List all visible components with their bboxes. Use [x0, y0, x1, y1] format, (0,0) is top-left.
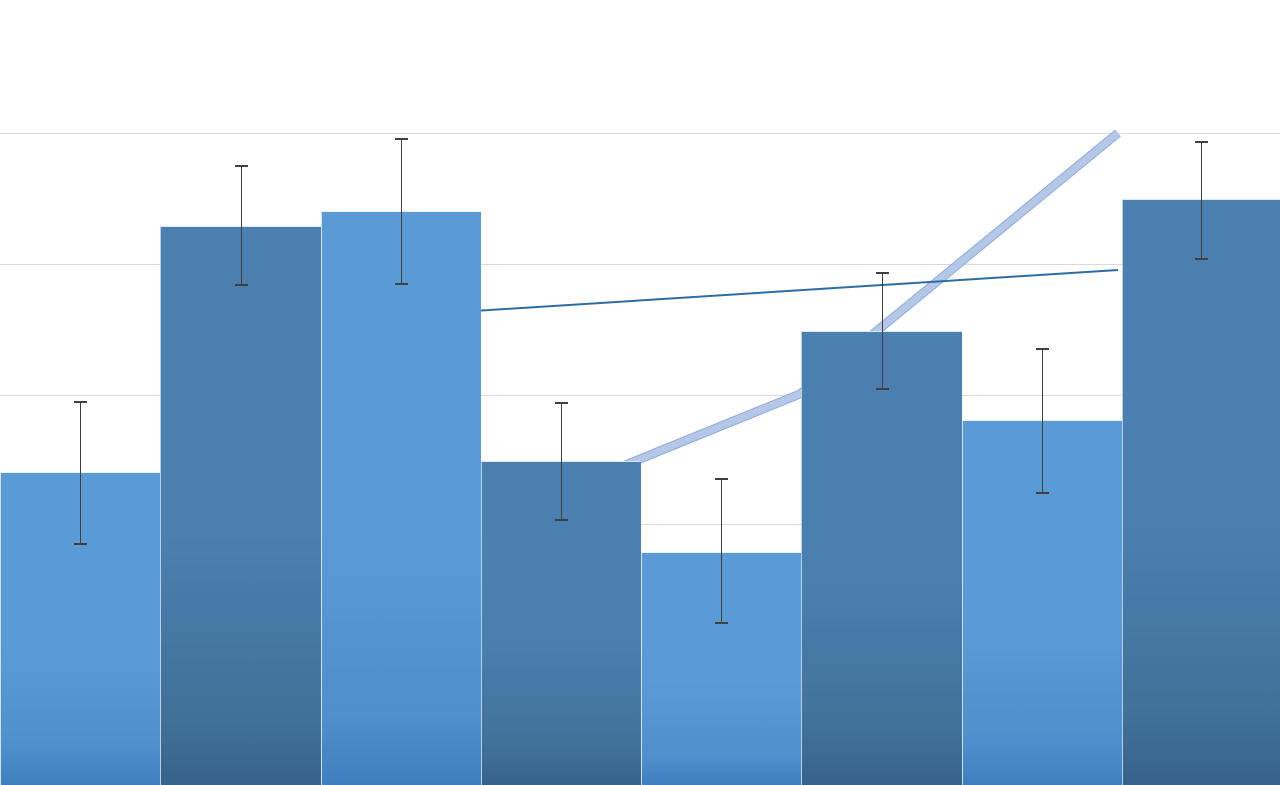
- gridline-5: [0, 133, 1280, 134]
- error-bar-cap-lower: [555, 519, 568, 521]
- error-bar-cap-upper: [1195, 141, 1208, 143]
- error-bar-cap-lower: [1036, 492, 1049, 494]
- error-bar-cap-lower: [395, 283, 408, 285]
- bar-8[interactable]: [1122, 199, 1280, 785]
- error-bar-stem: [1201, 141, 1202, 258]
- error-bar-cap-upper: [1036, 348, 1049, 350]
- error-bar-stem: [721, 478, 722, 622]
- error-bar-cap-upper: [235, 165, 248, 167]
- error-bar-stem: [882, 272, 883, 388]
- error-bar-cap-lower: [74, 543, 87, 545]
- error-bar-stem: [80, 401, 81, 543]
- error-bar-cap-lower: [235, 284, 248, 286]
- bar-2[interactable]: [160, 226, 321, 785]
- error-bar-cap-lower: [715, 622, 728, 624]
- error-bar-cap-upper: [715, 478, 728, 480]
- error-bar-stem: [1042, 348, 1043, 492]
- bar-6[interactable]: [801, 331, 962, 785]
- error-bar-cap-lower: [876, 388, 889, 390]
- error-bar-cap-upper: [395, 138, 408, 140]
- error-bar-cap-lower: [1195, 258, 1208, 260]
- error-bar-cap-upper: [876, 272, 889, 274]
- bar-3[interactable]: [321, 211, 481, 785]
- error-bar-stem: [561, 402, 562, 519]
- error-bar-stem: [401, 138, 402, 283]
- error-bar-stem: [241, 165, 242, 284]
- error-bar-cap-upper: [74, 401, 87, 403]
- error-bar-cap-upper: [555, 402, 568, 404]
